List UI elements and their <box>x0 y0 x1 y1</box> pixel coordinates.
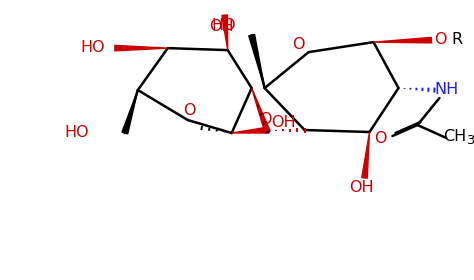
Polygon shape <box>374 38 431 43</box>
Text: HO: HO <box>64 125 89 139</box>
Text: HO: HO <box>81 40 105 55</box>
Text: NH: NH <box>434 81 458 97</box>
Polygon shape <box>362 132 370 178</box>
Text: 3: 3 <box>466 134 474 148</box>
Polygon shape <box>115 45 168 51</box>
Text: HO: HO <box>211 18 236 33</box>
Text: O: O <box>292 37 305 52</box>
Text: O: O <box>259 111 272 127</box>
Polygon shape <box>222 15 228 50</box>
Polygon shape <box>249 34 264 88</box>
Polygon shape <box>122 90 138 134</box>
Polygon shape <box>252 88 270 133</box>
Text: OH: OH <box>210 19 234 34</box>
Text: O: O <box>374 130 387 146</box>
Text: R: R <box>452 32 463 47</box>
Text: O: O <box>183 102 196 118</box>
Text: OH: OH <box>271 115 296 130</box>
Text: O: O <box>434 32 447 47</box>
Text: CH: CH <box>443 129 466 144</box>
Polygon shape <box>232 127 269 133</box>
Text: OH: OH <box>349 180 374 195</box>
